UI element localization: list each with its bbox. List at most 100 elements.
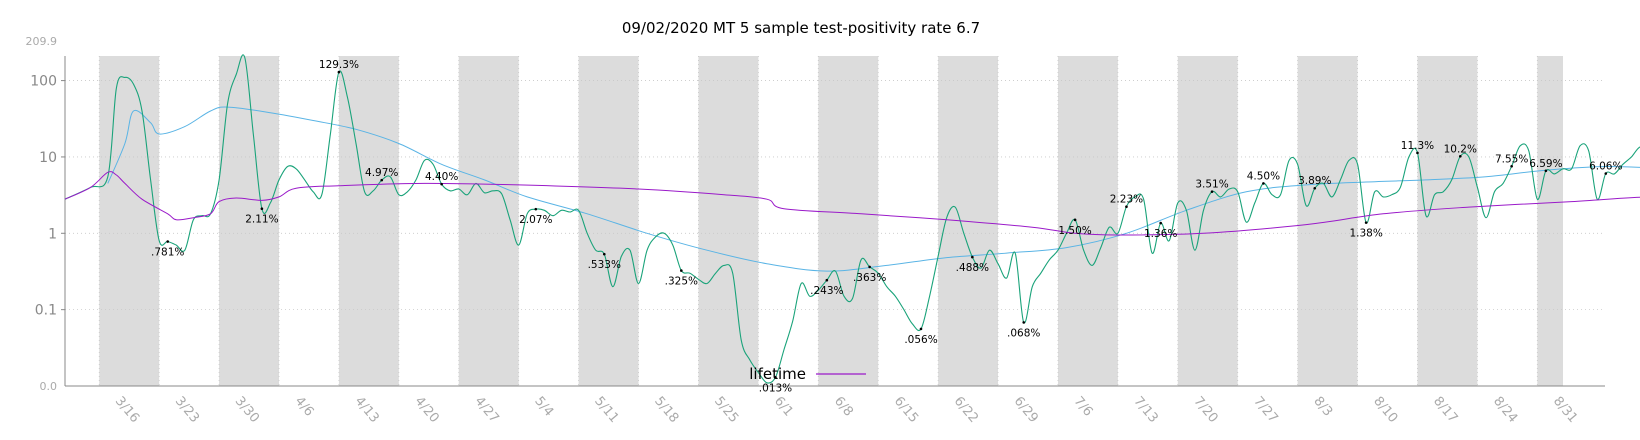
data-label: .068% (1007, 327, 1040, 339)
data-label: 1.38% (1349, 228, 1382, 240)
data-label: 3.51% (1195, 179, 1228, 191)
data-label: .533% (588, 259, 621, 271)
y-min-label: 0.0 (40, 380, 58, 393)
weekend-band (338, 56, 399, 386)
x-tick-label: 4/6 (292, 394, 317, 420)
data-label: 10.2% (1444, 143, 1477, 155)
data-label: 2.11% (245, 214, 278, 226)
data-point-marker (1510, 164, 1513, 168)
weekend-band (99, 56, 160, 386)
legend: lifetime (749, 365, 866, 383)
data-point-marker (1022, 321, 1026, 324)
data-label: 6.06% (1589, 161, 1622, 173)
weekend-band (1177, 56, 1238, 386)
x-tick-label: 6/1 (771, 394, 796, 420)
data-label: 3.89% (1298, 175, 1331, 187)
data-label: 4.50% (1247, 170, 1280, 182)
data-point-marker (1544, 169, 1548, 173)
weekend-band (818, 56, 879, 386)
y-tick-label: 1 (48, 226, 57, 242)
x-tick-label: 8/17 (1430, 394, 1460, 426)
data-label: 2.23% (1110, 194, 1143, 206)
weekend-band (219, 56, 279, 386)
series-line-average (107, 106, 1640, 272)
x-tick-label: 5/11 (591, 394, 621, 426)
data-label: .781% (151, 247, 184, 259)
data-point-marker (1125, 205, 1128, 208)
data-point-marker (380, 178, 384, 182)
x-tick-label: 5/18 (651, 394, 681, 426)
data-point-marker (825, 278, 829, 282)
data-point-marker (919, 327, 923, 331)
data-point-marker (534, 207, 538, 211)
data-point-marker (440, 182, 443, 186)
x-tick-label: 7/13 (1130, 394, 1160, 426)
x-tick-label: 7/20 (1190, 394, 1220, 426)
data-point-marker (1604, 172, 1608, 175)
x-tick-label: 4/20 (411, 394, 441, 426)
weekend-band (458, 56, 519, 386)
data-label: .488% (956, 262, 989, 274)
weekend-band (1537, 56, 1563, 386)
data-label: 1.36% (1144, 228, 1177, 240)
data-point-marker (868, 265, 871, 269)
x-tick-label: 7/27 (1250, 394, 1280, 426)
weekend-bands (99, 56, 1563, 386)
data-label: .056% (904, 334, 937, 346)
data-label: .363% (853, 272, 886, 284)
data-point-marker (1159, 221, 1162, 225)
x-tick-label: 3/30 (232, 394, 262, 426)
data-label: 4.40% (425, 171, 458, 183)
x-tick-label: 8/3 (1310, 394, 1335, 420)
data-point-marker (1364, 221, 1368, 224)
data-point-marker (337, 70, 341, 74)
data-point-marker (774, 376, 777, 379)
data-point-marker (1210, 190, 1214, 193)
data-labels: .781% 2.11% 129.3% 4.97% 4.40% 2.07% .533% .325… (151, 59, 1622, 394)
x-tick-label: 4/27 (471, 394, 501, 426)
x-tick-label: 6/8 (831, 394, 856, 420)
weekend-band (698, 56, 759, 386)
weekend-band (1297, 56, 1358, 386)
series-line-daily (64, 54, 1640, 384)
x-tick-label: 4/13 (352, 394, 382, 426)
data-point-marker (1262, 182, 1265, 185)
data-label: .013% (759, 382, 792, 394)
data-point-marker (602, 252, 606, 256)
weekend-band (1417, 56, 1478, 386)
data-label: .243% (810, 285, 843, 297)
x-tick-label: 6/22 (951, 394, 981, 426)
grid-lines (65, 56, 1605, 386)
data-point-marker (260, 207, 264, 210)
data-label: 7.55% (1495, 153, 1528, 165)
x-tick-label: 7/6 (1071, 394, 1096, 420)
data-point-marker (1313, 186, 1317, 190)
data-point-marker (680, 269, 683, 272)
data-label: 129.3% (319, 59, 359, 71)
x-tick-label: 5/4 (531, 394, 556, 420)
data-label: 6.59% (1529, 158, 1562, 170)
series-line-lifetime (64, 171, 1640, 236)
data-point-marker (971, 255, 974, 259)
x-tick-label: 8/10 (1370, 394, 1400, 426)
x-tick-label: 3/23 (172, 394, 202, 426)
x-tick-label: 8/31 (1550, 394, 1580, 426)
y-tick-label: 100 (30, 74, 57, 90)
data-point-marker (1416, 151, 1419, 155)
legend-label: lifetime (749, 365, 806, 383)
data-point-marker (1073, 218, 1077, 222)
y-max-label: 209.9 (26, 35, 58, 48)
data-point-marker (166, 240, 170, 243)
y-tick-label: 10 (39, 150, 57, 166)
x-tick-label: 3/16 (112, 394, 142, 426)
data-label: 2.07% (519, 214, 552, 226)
x-tick-label: 6/15 (891, 394, 921, 426)
x-tick-label: 8/24 (1490, 394, 1520, 426)
data-label: 11.3% (1401, 140, 1434, 152)
chart-title: 09/02/2020 MT 5 sample test-positivity r… (622, 19, 980, 37)
data-label: 1.50% (1058, 225, 1091, 237)
data-label: .325% (665, 276, 698, 288)
x-tick-label: 5/25 (711, 394, 741, 426)
x-tick-label: 6/29 (1011, 394, 1041, 426)
